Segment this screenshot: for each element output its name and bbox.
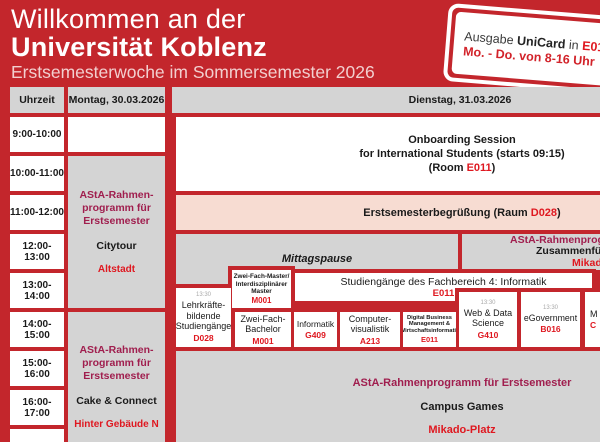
welcome-text: Erstsemesterbegrüßung (Raum xyxy=(363,206,531,219)
room-prefix: (Room xyxy=(428,162,467,174)
course-start-time: 13:30 xyxy=(480,299,496,306)
room-code: D028 xyxy=(193,332,214,343)
course-label: bildende xyxy=(186,310,221,321)
welcome-title-line1: Willkommen an der xyxy=(11,4,246,34)
course-label: Science xyxy=(471,318,505,328)
course-label: Lehrkräfte- xyxy=(181,300,226,311)
time-slot: 12:00-13:00 xyxy=(10,234,64,269)
event-title: Zusammenführung xyxy=(536,245,600,258)
tuesday-asta-midday-block: AStA-Rahmenprogramm für Erstsemester Zus… xyxy=(462,234,600,270)
course-label: Studiengänge xyxy=(176,321,231,332)
course-label: eGovernment xyxy=(523,312,578,323)
tuesday-welcome-block: Erstsemesterbegrüßung (Raum D028) xyxy=(176,195,600,230)
stamp-room-code: E016 xyxy=(581,38,600,55)
program-label: Erstsemester xyxy=(83,215,150,227)
room-code: A213 xyxy=(359,335,381,346)
room-code: G410 xyxy=(477,329,499,340)
event-title: Citytour xyxy=(96,240,137,252)
program-label: AStA-Rahmenprogramm für Erstsemester xyxy=(352,376,572,389)
room-code: C xyxy=(590,320,597,331)
event-location: Altstadt xyxy=(97,264,136,275)
course-cell-lehrkraefte: 13:30 Lehrkräfte- bildende Studiengänge … xyxy=(176,288,231,347)
course-label: Digital Business xyxy=(406,314,453,321)
course-label: Zwei-Fach- xyxy=(240,313,286,324)
welcome-suffix: ) xyxy=(557,206,561,219)
room-code: B016 xyxy=(540,324,561,335)
room-code: E011 xyxy=(432,287,455,299)
course-label: Zwei-Fach-Master/ xyxy=(233,273,290,281)
room-code: G409 xyxy=(305,330,326,341)
group-title: Studiengänge des Fachbereich 4: Informat… xyxy=(340,275,547,288)
course-start-time: 13:30 xyxy=(195,292,211,299)
course-label: Master xyxy=(251,288,272,296)
course-label: Bachelor xyxy=(245,324,281,334)
program-label: AStA-Rahmenprogramm für Erstsemester xyxy=(510,234,600,246)
time-slot: 16:00-17:00 xyxy=(10,390,64,425)
time-slot: 11:00-12:00 xyxy=(10,195,64,230)
time-slot: 9:00-10:00 xyxy=(10,117,64,152)
column-header-tuesday: Dienstag, 31.03.2026 xyxy=(172,87,600,113)
course-cell-zweifach-master: Zwei-Fach-Master/ Interdisziplinärer Mas… xyxy=(228,266,295,312)
room-code: M001 xyxy=(252,335,274,346)
unicard-stamp: Ausgabe UniCard in E016 Mo. - Do. von 8-… xyxy=(442,3,600,99)
course-cell-clipped: M C xyxy=(581,288,600,351)
course-cell-web-data-science: 13:30 Web & Data Science G410 xyxy=(455,288,521,351)
course-label: Informatik xyxy=(296,318,335,329)
event-subtitle: for International Students (starts 09:15… xyxy=(359,148,565,160)
time-slot: 14:00-15:00 xyxy=(10,312,64,347)
column-header-time: Uhrzeit xyxy=(10,87,64,113)
course-cell-egovernment: 13:30 eGovernment B016 xyxy=(517,288,584,351)
event-location: Hinter Gebäude N xyxy=(74,419,159,430)
subtitle: Erstsemesterwoche im Sommersemester 2026 xyxy=(11,62,375,82)
unicard-stamp-inner: Ausgabe UniCard in E016 Mo. - Do. von 8-… xyxy=(451,11,600,91)
event-room-line: (Room E011) xyxy=(429,161,496,175)
monday-empty-slot xyxy=(68,117,165,152)
event-title: Cake & Connect xyxy=(76,395,157,407)
course-label: visualistik xyxy=(350,324,390,334)
course-start-time: 13:30 xyxy=(542,304,558,311)
event-title: Onboarding Session xyxy=(408,134,516,146)
room-code: D028 xyxy=(530,206,558,219)
stamp-text: in xyxy=(564,37,583,53)
room-code: M001 xyxy=(251,295,272,305)
course-cell-computervisualistik: Computer- visualistik A213 xyxy=(340,312,400,347)
monday-cake-connect-block: AStA-Rahmen- programm für Erstsemester C… xyxy=(68,312,165,442)
tuesday-campus-games-block: AStA-Rahmenprogramm für Erstsemester Cam… xyxy=(176,351,600,442)
course-label: Management & xyxy=(408,321,451,328)
time-slot xyxy=(10,429,64,442)
time-slot: 13:00-14:00 xyxy=(10,273,64,308)
event-title: Campus Games xyxy=(420,400,504,413)
room-code: E011 xyxy=(466,162,492,174)
program-label: AStA-Rahmen- xyxy=(79,344,154,356)
program-label: AStA-Rahmen- xyxy=(79,189,154,201)
column-header-monday: Montag, 30.03.2026 xyxy=(68,87,165,113)
welcome-title-line2: Universität Koblenz xyxy=(11,32,267,62)
tuesday-onboarding-block: Onboarding Session for International Stu… xyxy=(176,117,600,191)
event-location: Mikado-Platz xyxy=(572,256,600,269)
program-label: programm für xyxy=(82,357,151,369)
room-code: E011 xyxy=(420,335,439,345)
course-label: Web & Data xyxy=(463,307,513,318)
course-cell-informatik: Informatik G409 xyxy=(294,312,337,347)
event-title: Erstsemesterbegrüßung (Raum D028) xyxy=(363,207,560,219)
time-slot: 15:00-16:00 xyxy=(10,351,64,386)
course-cell-digital-business: Digital Business Management & Wirtschaft… xyxy=(403,312,456,347)
course-label: Interdisziplinärer xyxy=(235,280,288,288)
program-label: programm für xyxy=(82,202,151,214)
event-location: Mikado-Platz xyxy=(428,423,496,436)
course-label: Computer- xyxy=(348,313,392,324)
room-suffix: ) xyxy=(491,162,496,174)
fb4-informatik-header-cell: Studiengänge des Fachbereich 4: Informat… xyxy=(291,269,596,305)
time-slot: 10:00-11:00 xyxy=(10,156,64,191)
monday-citytour-block: AStA-Rahmen- programm für Erstsemester C… xyxy=(68,156,165,308)
course-label: M xyxy=(590,308,598,319)
course-label: Wirtschaftsinformatik xyxy=(403,327,456,334)
course-cell-zweifach-bachelor: Zwei-Fach- Bachelor M001 xyxy=(235,312,291,347)
program-label: Erstsemester xyxy=(83,370,150,382)
